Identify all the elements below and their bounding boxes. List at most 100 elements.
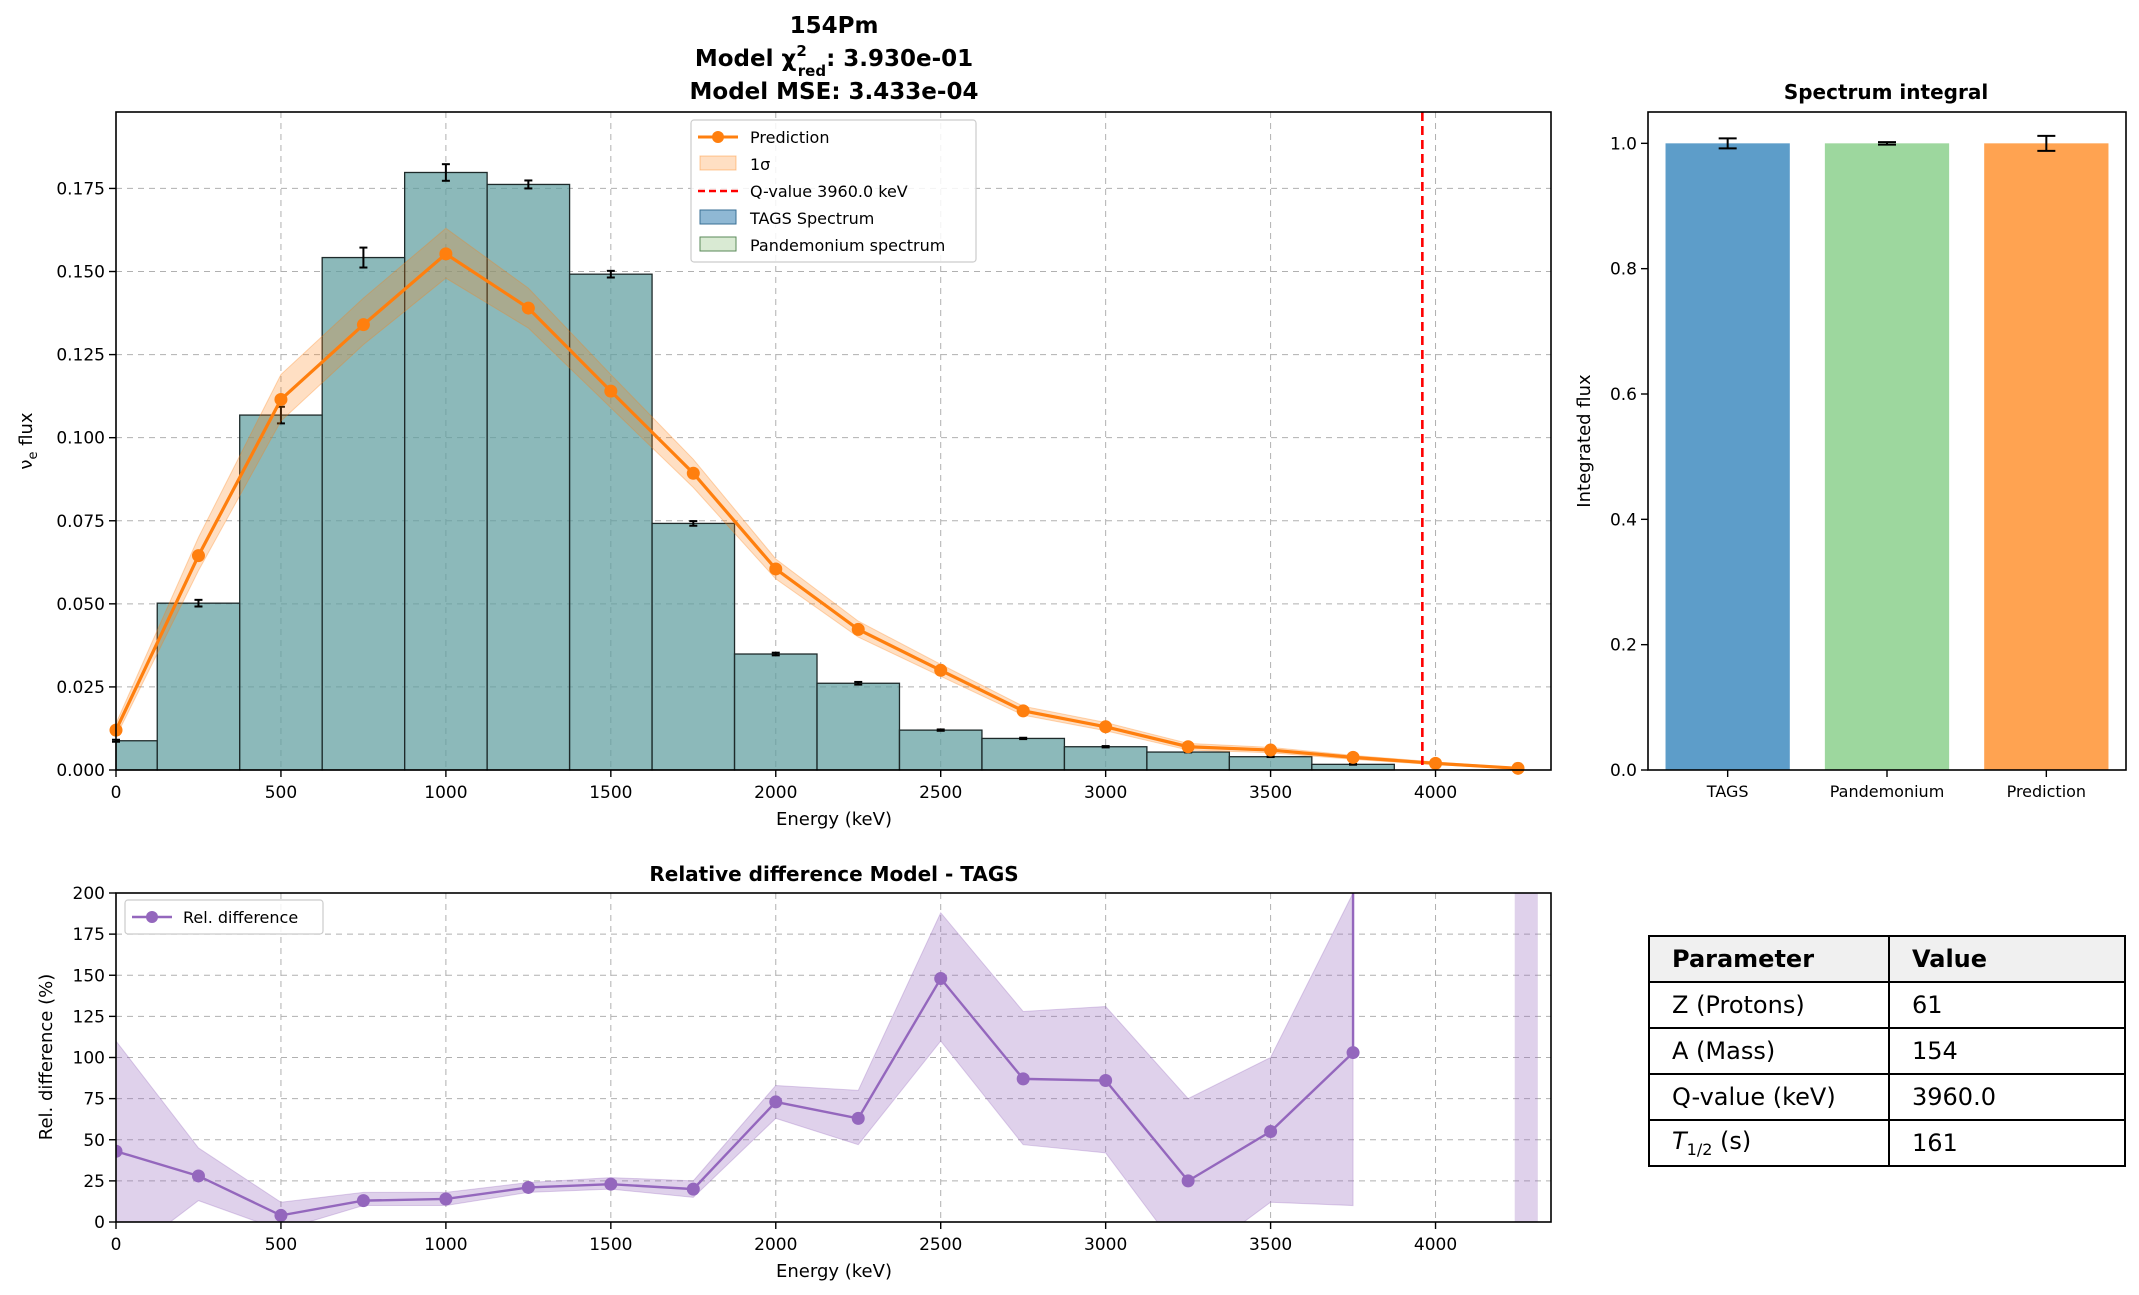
- reldiff-point: [356, 1194, 370, 1208]
- y-tick-label: 125: [73, 1007, 105, 1027]
- table-header-value: Value: [1888, 935, 2126, 983]
- reldiff-grid: [116, 893, 1551, 1222]
- figure-subtitle-chi2: Model χ2 red: 3.930e-01: [695, 42, 973, 80]
- table-row: A (Mass) 154: [1648, 1027, 2126, 1075]
- legend-reldiff-label: Rel. difference: [183, 908, 298, 927]
- reldiff-point: [521, 1180, 535, 1194]
- legend-reldiff-marker: [146, 911, 158, 923]
- legend-band-label: 1σ: [750, 155, 770, 174]
- parameter-table: Parameter Value Z (Protons) 61 A (Mass) …: [1648, 935, 2126, 1167]
- legend-tags-label: TAGS Spectrum: [749, 209, 874, 228]
- x-tick-label: 3000: [1084, 1235, 1127, 1255]
- spectrum-xticks: 0 500 1000 1500 2000 2500 3000 3500 4000: [111, 770, 1457, 803]
- x-tick-label: 1000: [424, 1235, 467, 1255]
- integral-bar: [1984, 143, 2109, 771]
- x-tick-label: 500: [265, 783, 297, 803]
- prediction-point: [521, 301, 535, 315]
- integral-title: Spectrum integral: [1784, 80, 1988, 104]
- prediction-point: [1511, 761, 1525, 775]
- x-tick-label: Prediction: [2007, 782, 2086, 801]
- table-header-row: Parameter Value: [1648, 935, 2126, 983]
- reldiff-band-area: [1514, 893, 1538, 1222]
- reldiff-point: [1181, 1174, 1195, 1188]
- reldiff-point: [116, 1144, 123, 1158]
- reldiff-point: [439, 1192, 453, 1206]
- x-tick-label: 500: [265, 1235, 297, 1255]
- reldiff-point: [686, 1182, 700, 1196]
- spectrum-ylabel: νe flux: [16, 412, 41, 470]
- integral-bar: [1665, 143, 1790, 771]
- reldiff-yticks: 0 25 50 75 100 125 150 175 200: [73, 884, 116, 1233]
- prediction-point: [934, 663, 948, 677]
- reldiff-point: [191, 1169, 205, 1183]
- reldiff-point: [604, 1177, 618, 1191]
- table-cell-param: Q-value (keV): [1648, 1073, 1890, 1121]
- y-tick-label: 1.0: [1610, 134, 1637, 154]
- prediction-point: [769, 562, 783, 576]
- figure-title: 154Pm: [790, 13, 879, 39]
- figure-subtitle-mse: Model MSE: 3.433e-04: [690, 79, 979, 105]
- y-tick-label: 0.000: [56, 761, 105, 781]
- y-tick-label: 100: [73, 1049, 105, 1069]
- reldiff-point: [769, 1095, 783, 1109]
- table-cell-param: A (Mass): [1648, 1027, 1890, 1075]
- spectrum-axes-frame: [115, 111, 1552, 771]
- legend-prediction-label: Prediction: [750, 128, 829, 147]
- reldiff-point: [1099, 1074, 1113, 1088]
- x-tick-label: 1000: [424, 783, 467, 803]
- tags-bar: [1228, 756, 1313, 771]
- y-tick-label: 50: [83, 1131, 105, 1151]
- table-header-parameter: Parameter: [1648, 935, 1890, 983]
- legend-tags-swatch: [699, 209, 737, 225]
- y-tick-label: 175: [73, 925, 105, 945]
- table-row: Q-value (keV) 3960.0: [1648, 1073, 2126, 1121]
- x-tick-label: 1500: [589, 783, 632, 803]
- tags-bar: [486, 183, 571, 771]
- x-tick-label: 2500: [919, 783, 962, 803]
- tags-bar: [651, 522, 736, 771]
- y-tick-label: 0.6: [1610, 385, 1637, 405]
- x-tick-label: 4000: [1414, 783, 1457, 803]
- reldiff-plot: Relative difference Model - TAGS 0 500 100…: [36, 862, 1552, 1282]
- x-tick-label: 0: [111, 1235, 122, 1255]
- x-tick-label: 1500: [589, 1235, 632, 1255]
- integral-plot: Spectrum integral 0.0 0.2 0.4 0.6 0.8 1.0 TAG…: [1574, 80, 2127, 801]
- y-tick-label: 0.4: [1610, 510, 1637, 530]
- reldiff-legend: Rel. difference: [124, 899, 324, 935]
- table-cell-param: T1/2 (s): [1648, 1119, 1890, 1167]
- prediction-point: [274, 392, 288, 406]
- reldiff-band: [116, 893, 1538, 1222]
- prediction-point: [604, 384, 618, 398]
- tags-bar: [981, 737, 1066, 771]
- reldiff-title: Relative difference Model - TAGS: [649, 862, 1018, 886]
- reldiff-line: [116, 893, 1360, 1222]
- y-tick-label: 0.100: [56, 429, 105, 449]
- reldiff-point: [1016, 1072, 1030, 1086]
- reldiff-point: [851, 1111, 865, 1125]
- integral-bar: [1824, 143, 1950, 771]
- legend-pandemonium-label: Pandemonium spectrum: [750, 236, 945, 255]
- prediction-point: [1099, 720, 1113, 734]
- y-tick-label: 0.075: [56, 512, 105, 532]
- table-row: Z (Protons) 61: [1648, 981, 2126, 1029]
- tags-bar: [115, 740, 158, 771]
- x-tick-label: 2000: [754, 1235, 797, 1255]
- legend-pandemonium-swatch: [699, 236, 737, 252]
- x-tick-label: Pandemonium: [1830, 782, 1945, 801]
- y-tick-label: 0: [94, 1213, 105, 1233]
- y-tick-label: 0.150: [56, 263, 105, 283]
- integral-yticks: 0.0 0.2 0.4 0.6 0.8 1.0: [1610, 134, 1648, 781]
- legend-qvalue-label: Q-value 3960.0 keV: [750, 182, 908, 201]
- y-tick-label: 0.050: [56, 595, 105, 615]
- tags-bar: [568, 273, 653, 771]
- y-tick-label: 200: [73, 884, 105, 904]
- prediction-point: [439, 247, 453, 261]
- y-tick-label: 0.175: [56, 179, 105, 199]
- y-tick-label: 75: [83, 1090, 105, 1110]
- integral-xticks: TAGS Pandemonium Prediction: [1706, 770, 2086, 801]
- integral-bars: [1665, 134, 2109, 771]
- tags-bar: [1146, 751, 1231, 771]
- spectrum-legend: Prediction 1σ Q-value 3960.0 keV TAGS Sp…: [690, 119, 977, 263]
- reldiff-xlabel: Energy (keV): [776, 1261, 892, 1282]
